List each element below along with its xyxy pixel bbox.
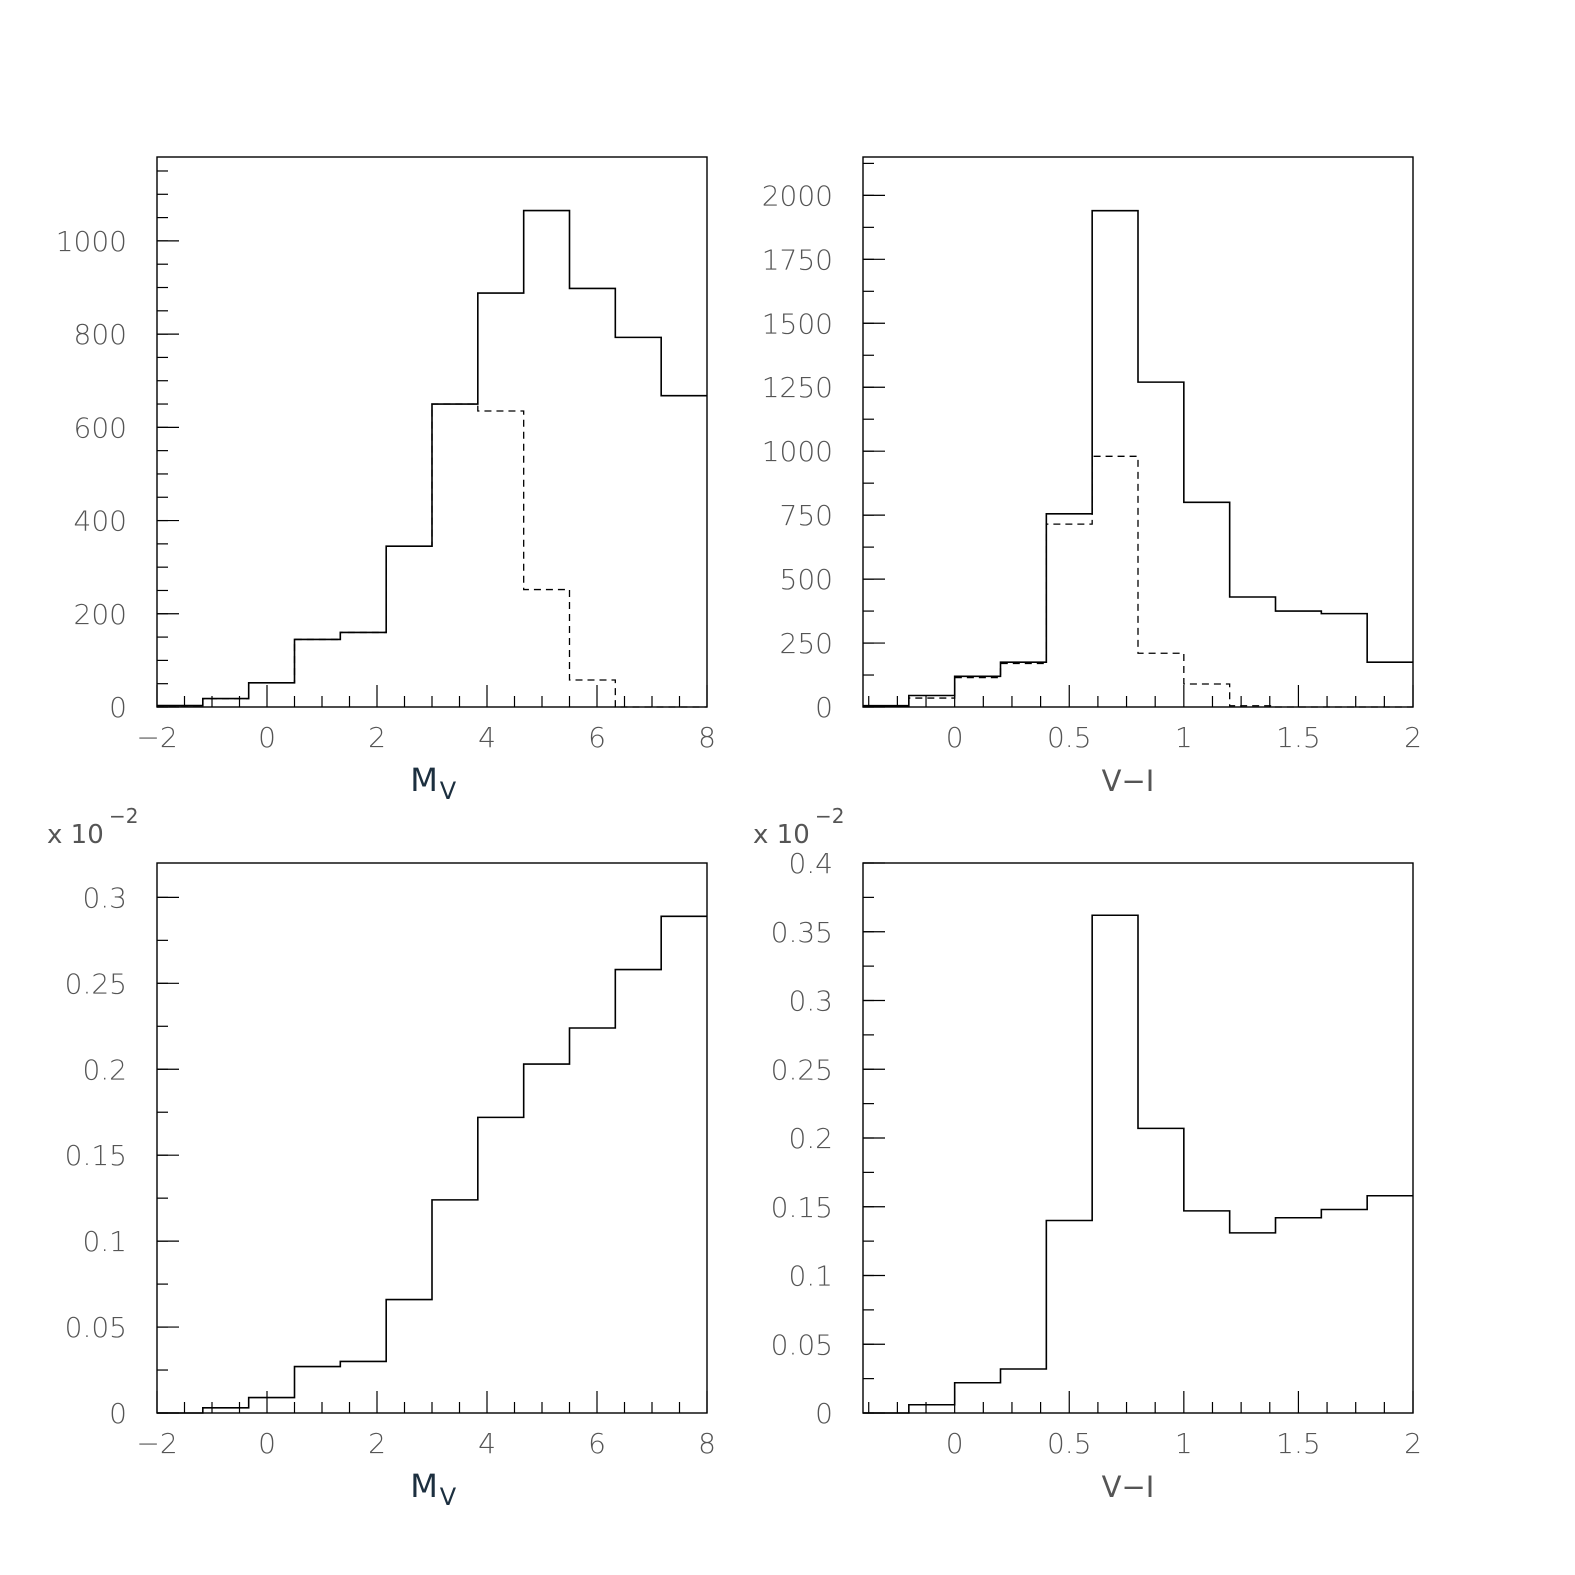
x-tick-label: 1 [1175, 721, 1193, 754]
y-tick-label: 0.05 [65, 1311, 127, 1344]
histogram-solid-series [863, 209, 1413, 707]
x-axis-label-subscript: V [440, 777, 457, 805]
y-tick-label: 0.25 [65, 967, 127, 1000]
x-tick-label: 1.5 [1276, 721, 1321, 754]
y-tick-label: 0.1 [82, 1225, 127, 1258]
y-tick-label: 0 [109, 1397, 127, 1430]
y-tick-label: 0.2 [82, 1053, 127, 1086]
x-tick-label: 2 [368, 1427, 386, 1460]
y-tick-label: 1000 [762, 435, 833, 468]
x-tick-label: 0 [946, 1427, 964, 1460]
plot-frame [156, 862, 708, 1414]
x-axis-label: M [410, 1467, 438, 1505]
y-tick-label: 750 [780, 499, 833, 532]
y-tick-label: 0.1 [788, 1260, 833, 1293]
x-tick-label: 2 [368, 721, 386, 754]
histogram-solid-series [863, 914, 1413, 1414]
x-tick-label: 8 [698, 721, 716, 754]
y-multiplier-exponent: −2 [815, 804, 844, 828]
panel-top-right: 0 250 500 750 1000 1250 1500 1750 2000 0 0.5 1 1.5 2 V… [762, 156, 1422, 798]
y-tick-label: 1000 [56, 225, 127, 258]
x-tick-label: 2 [1404, 1427, 1422, 1460]
y-tick-label: 0.15 [65, 1139, 127, 1172]
y-tick-label: 1250 [762, 371, 833, 404]
x-tick-label: −2 [136, 1427, 177, 1460]
x-axis-label: V−I [1102, 1470, 1155, 1504]
y-tick-label: 0.25 [771, 1053, 833, 1086]
x-tick-label: 1 [1175, 1427, 1193, 1460]
x-tick-label: 8 [698, 1427, 716, 1460]
y-tick-label: 200 [74, 598, 127, 631]
y-tick-label: 0.3 [788, 985, 833, 1018]
y-tick-label: 500 [780, 563, 833, 596]
y-tick-label: 0.05 [771, 1328, 833, 1361]
panel-top-left: 0 200 400 600 800 1000 −2 0 2 4 6 8 M V [56, 156, 716, 805]
x-tick-label: 6 [588, 721, 606, 754]
y-multiplier-exponent: −2 [109, 804, 138, 828]
x-tick-label: 0 [258, 721, 276, 754]
x-tick-label: 0 [258, 1427, 276, 1460]
y-tick-label: 600 [74, 411, 127, 444]
x-tick-label: 0 [946, 721, 964, 754]
x-axis-label: M [410, 761, 438, 799]
x-tick-label: 1.5 [1276, 1427, 1321, 1460]
x-tick-label: 2 [1404, 721, 1422, 754]
y-tick-label: 0.2 [788, 1122, 833, 1155]
y-tick-label: 0.35 [771, 916, 833, 949]
x-tick-label: 4 [478, 1427, 496, 1460]
y-tick-label: 1750 [762, 243, 833, 276]
y-multiplier-label: x 10 [47, 820, 104, 850]
x-tick-label: 6 [588, 1427, 606, 1460]
histogram-solid-series [157, 915, 707, 1414]
y-tick-label: 0.4 [788, 847, 833, 880]
y-tick-label: 0.3 [82, 881, 127, 914]
panel-bottom-right: 0 0.05 0.1 0.15 0.2 0.25 0.3 0.35 0.4 0 0.5 1 1.5 2 V−… [753, 804, 1422, 1504]
x-axis-label-subscript: V [440, 1483, 457, 1511]
y-tick-label: 0 [109, 691, 127, 724]
y-tick-label: 0.15 [771, 1191, 833, 1224]
y-tick-label: 800 [74, 318, 127, 351]
x-tick-label: 0.5 [1047, 1427, 1092, 1460]
x-axis-label: V−I [1102, 764, 1155, 798]
panel-bottom-left: 00.050.10.150.20.250.3−2 0 2 4 6 8M Vx 10−2 [47, 804, 716, 1511]
x-tick-label: 4 [478, 721, 496, 754]
x-tick-label: −2 [136, 721, 177, 754]
y-tick-label: 0 [815, 1397, 833, 1430]
x-tick-label: 0.5 [1047, 721, 1092, 754]
y-tick-label: 2000 [762, 179, 833, 212]
histogram-dashed-series [863, 455, 1413, 708]
histogram-solid-series [157, 209, 707, 707]
y-tick-label: 400 [74, 505, 127, 538]
y-tick-label: 1500 [762, 307, 833, 340]
y-multiplier-label: x 10 [753, 820, 810, 850]
y-tick-label: 0 [815, 691, 833, 724]
plot-frame [862, 156, 1414, 708]
y-tick-label: 250 [780, 627, 833, 660]
